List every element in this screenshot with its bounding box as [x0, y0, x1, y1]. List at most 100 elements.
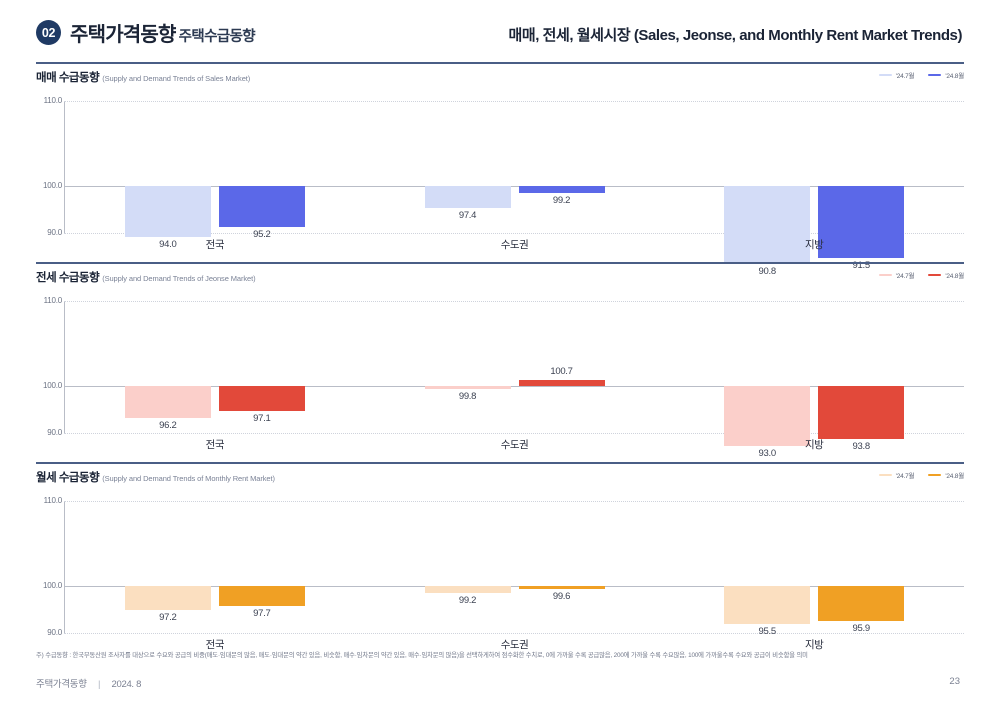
bar-item[interactable]: 99.8 [424, 301, 511, 433]
legend-item-curr: '24.8월 [928, 470, 964, 480]
bar-item[interactable]: 97.1 [218, 301, 305, 433]
legend-item-prev: '24.7월 [878, 270, 915, 280]
bar-value-label: 94.0 [159, 239, 177, 250]
legend-label-prev: '24.7월 [895, 273, 915, 280]
legend-label-curr: '24.8월 [945, 473, 964, 480]
bar-rect[interactable] [124, 586, 211, 610]
legend-label-prev: '24.7월 [895, 473, 915, 480]
y-axis-line [64, 501, 65, 633]
bar-item[interactable]: 95.5 [724, 501, 811, 637]
bar-item[interactable]: 100.7 [518, 301, 605, 433]
bar-rect[interactable] [818, 386, 905, 439]
bar-pair: 95.5 95.9 [664, 501, 964, 637]
gridline-baseline [64, 586, 964, 587]
bar-group: 94.0 95.2 전국 [65, 101, 365, 251]
category-label: 수도권 [500, 639, 529, 651]
bar-rect[interactable] [724, 386, 811, 446]
bar-item[interactable]: 97.7 [218, 501, 305, 633]
legend-jeonse: '24.7월 '24.8월 [878, 270, 964, 280]
bar-item[interactable]: 95.2 [218, 101, 305, 240]
bar-rect[interactable] [124, 186, 211, 237]
footnote: 주) 수급동향 : 한국부동산원 조사자를 대상으로 수요와 공급의 비중(매도… [36, 652, 808, 659]
gridline-baseline [64, 386, 964, 387]
bar-rect[interactable] [518, 186, 605, 193]
bar-item[interactable]: 95.9 [818, 501, 905, 634]
bar-item[interactable]: 91.5 [818, 101, 905, 271]
section-subtitle-rent: (Supply and Demand Trends of Monthly Ren… [102, 474, 275, 483]
legend-item-curr: '24.8월 [928, 70, 964, 80]
bar-pair: 97.4 99.2 [365, 101, 665, 233]
y-tick-bottom: 90.0 [47, 628, 62, 637]
bar-item[interactable]: 93.0 [724, 301, 811, 459]
y-tick-mid: 100.0 [42, 581, 62, 590]
bar-item[interactable]: 90.8 [724, 101, 811, 277]
section-divider [36, 62, 964, 64]
bar-groups-sales: 94.0 95.2 전국 97.4 99.2 수도권 90.8 91.5 지방 [65, 101, 964, 277]
bar-rect[interactable] [818, 186, 905, 259]
section-title-rent: 월세 수급동향 [36, 472, 100, 484]
bar-value-label: 95.5 [758, 626, 777, 638]
bar-rect[interactable] [218, 386, 305, 411]
bar-value-label: 97.7 [253, 607, 271, 619]
bar-rect[interactable] [724, 186, 811, 265]
footer-label: 주택가격동향 [36, 679, 87, 690]
bar-rect[interactable] [124, 386, 211, 419]
page-footer: 주택가격동향 | 2024. 8 23 [0, 672, 1000, 700]
bar-group: 93.0 93.8 지방 [664, 301, 964, 459]
header-left-group: 02 주택가격동향 주택수급동향 [36, 18, 256, 47]
plot-area-sales: 110.0 100.0 90.0 94.0 95.2 전국 97.4 99.2 수도권 90… [43, 96, 964, 277]
bar-group: 95.5 95.9 지방 [664, 501, 964, 651]
legend-swatch-curr [928, 73, 942, 77]
legend-item-curr: '24.8월 [928, 270, 964, 280]
page-number: 23 [949, 676, 960, 687]
category-label: 수도권 [500, 239, 529, 251]
bar-rect[interactable] [818, 586, 905, 621]
chart-section-rent: 월세 수급동향 (Supply and Demand Trends of Mon… [36, 462, 964, 651]
category-label: 전국 [205, 439, 225, 451]
y-tick-mid: 100.0 [42, 181, 62, 190]
bar-item[interactable]: 99.6 [518, 501, 605, 633]
legend-swatch-curr [928, 273, 942, 277]
legend-label-prev: '24.7월 [895, 73, 915, 80]
bar-pair: 93.0 93.8 [664, 301, 964, 459]
bar-item[interactable]: 97.4 [424, 101, 511, 233]
bar-item[interactable]: 96.2 [124, 301, 211, 433]
chart-section-jeonse: 전세 수급동향 (Supply and Demand Trends of Jeo… [36, 262, 964, 459]
legend-swatch-prev [878, 273, 892, 277]
bar-rect[interactable] [518, 586, 605, 590]
bar-group: 90.8 91.5 지방 [664, 101, 964, 277]
gridline-bottom [64, 433, 964, 434]
bar-rect[interactable] [518, 380, 605, 386]
bar-value-label: 99.6 [552, 591, 571, 603]
chart-sales: 110.0 100.0 90.0 94.0 95.2 전국 97.4 99.2 수도권 90… [36, 93, 964, 277]
bar-rect[interactable] [218, 586, 305, 606]
bar-rect[interactable] [218, 186, 305, 227]
bar-pair: 96.2 97.1 [65, 301, 365, 433]
footer-separator: | [97, 679, 101, 690]
bar-item[interactable]: 99.2 [518, 101, 605, 233]
bar-item[interactable]: 97.2 [124, 501, 211, 633]
bar-rect[interactable] [724, 586, 811, 625]
bar-rect[interactable] [424, 586, 511, 593]
bar-rect[interactable] [424, 186, 511, 209]
bar-rect[interactable] [424, 386, 511, 389]
bar-item[interactable]: 94.0 [124, 101, 211, 250]
category-label: 전국 [205, 239, 225, 251]
plot-area-jeonse: 110.0 100.0 90.0 96.2 97.1 전국 99.8 100.7 수도권 9… [43, 296, 964, 459]
footer-left: 주택가격동향 | 2024. 8 [36, 676, 141, 690]
category-label: 수도권 [500, 439, 529, 451]
legend-item-prev: '24.7월 [878, 470, 915, 480]
legend-rent: '24.7월 '24.8월 [878, 470, 964, 480]
section-subtitle-jeonse: (Supply and Demand Trends of Jeonse Mark… [102, 274, 256, 283]
bar-value-label: 100.7 [550, 366, 573, 378]
bar-item[interactable]: 93.8 [818, 301, 905, 452]
y-tick-top: 110.0 [43, 496, 63, 505]
bar-item[interactable]: 99.2 [424, 501, 511, 633]
y-tick-mid: 100.0 [42, 381, 62, 390]
page-title: 주택가격동향 [70, 24, 176, 46]
gridline-top [64, 101, 964, 102]
bar-value-label: 91.5 [852, 260, 871, 272]
category-label: 지방 [805, 639, 824, 651]
bar-group: 99.8 100.7 수도권 [365, 301, 665, 451]
bar-value-label: 95.2 [253, 228, 271, 240]
